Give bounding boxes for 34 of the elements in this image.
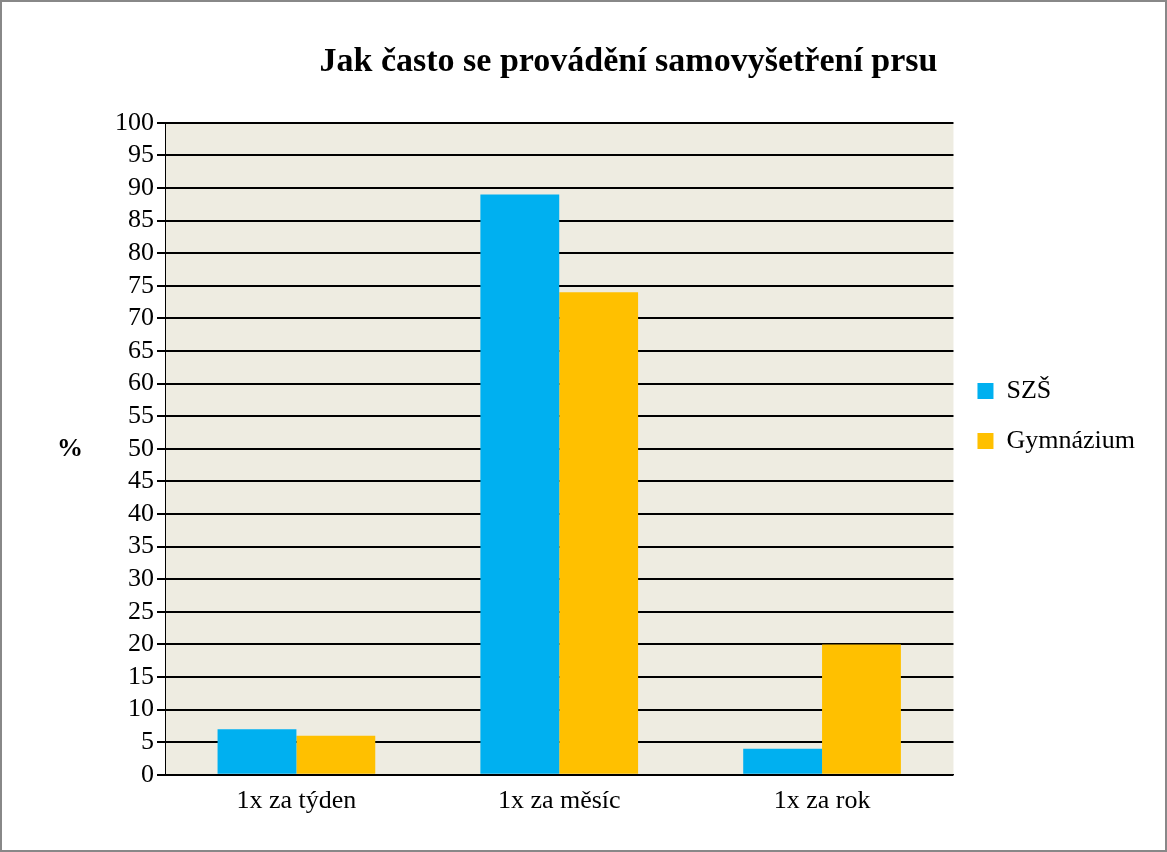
y-tick-label: 95 <box>128 139 154 169</box>
y-tick-label: 50 <box>128 432 154 462</box>
y-tick-label: 5 <box>141 726 154 756</box>
bar <box>480 194 560 774</box>
y-tick-label: 70 <box>128 302 154 332</box>
chart-title: Jak často se provádění samovyšetření prsu <box>319 41 938 79</box>
y-tick-label: 80 <box>128 237 154 267</box>
y-tick-label: 85 <box>128 204 154 234</box>
legend-label: Gymnázium <box>1006 424 1135 454</box>
y-tick-label: 10 <box>128 693 154 723</box>
bar <box>559 292 639 774</box>
y-tick-label: 55 <box>128 400 154 430</box>
bar <box>822 644 901 774</box>
y-axis-title: % <box>57 432 83 462</box>
y-tick-label: 90 <box>128 171 154 201</box>
bar <box>743 748 823 774</box>
legend-label: SZŠ <box>1006 374 1052 404</box>
y-tick-label: 35 <box>128 530 154 560</box>
y-tick-label: 40 <box>128 497 154 527</box>
y-tick-label: 20 <box>128 628 154 658</box>
y-tick-label: 60 <box>128 367 154 397</box>
y-tick-label: 15 <box>128 660 154 690</box>
x-tick-label: 1x za měsíc <box>497 785 621 815</box>
y-tick-label: 0 <box>141 758 154 788</box>
y-tick-label: 25 <box>128 595 154 625</box>
y-tick-label: 100 <box>115 106 154 136</box>
x-tick-label: 1x za týden <box>236 785 357 815</box>
y-tick-label: 65 <box>128 334 154 364</box>
y-tick-label: 45 <box>128 465 154 495</box>
bar <box>296 735 376 774</box>
y-tick-label: 30 <box>128 563 154 593</box>
x-tick-label: 1x za rok <box>773 785 871 815</box>
y-tick-label: 75 <box>128 269 154 299</box>
bar <box>217 729 297 774</box>
